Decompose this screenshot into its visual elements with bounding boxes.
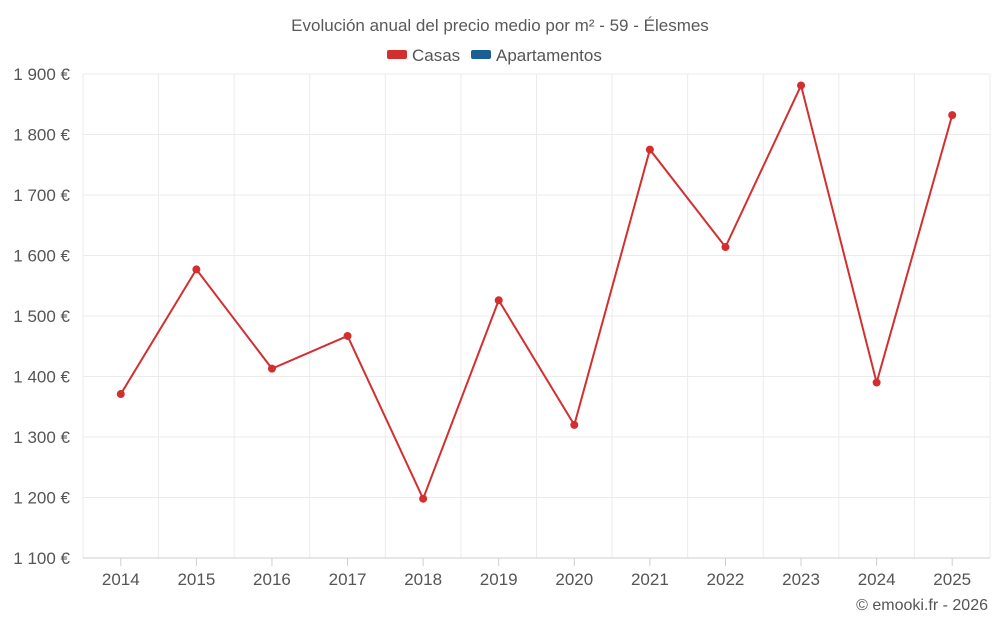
x-tick-label: 2017 [329,570,367,589]
x-tick-label: 2018 [404,570,442,589]
x-tick-label: 2020 [555,570,593,589]
data-point-casas-2020[interactable] [570,420,579,429]
x-tick-label: 2021 [631,570,669,589]
x-tick-label: 2023 [782,570,820,589]
x-tick-label: 2019 [480,570,518,589]
x-tick-label: 2016 [253,570,291,589]
data-point-casas-2015[interactable] [192,265,201,274]
y-tick-label: 1 100 € [13,549,70,568]
y-tick-label: 1 900 € [13,65,70,84]
y-tick-label: 1 300 € [13,428,70,447]
data-point-casas-2018[interactable] [419,494,428,503]
y-tick-label: 1 500 € [13,307,70,326]
vertical-gridlines [82,74,991,558]
data-point-casas-2014[interactable] [116,390,125,399]
y-tick-label: 1 700 € [13,186,70,205]
x-tick-label: 2025 [933,570,971,589]
y-tick-label: 1 400 € [13,368,70,387]
y-tick-label: 1 800 € [13,126,70,145]
x-axis-labels: 2014 2015 2016 2017 2018 2019 2020 2021 2022 2023… [102,558,971,589]
legend: Casas Apartamentos [387,46,602,65]
data-point-casas-2024[interactable] [872,378,881,387]
data-point-casas-2023[interactable] [797,81,806,90]
x-tick-label: 2022 [707,570,745,589]
legend-swatch-casas [387,50,407,59]
data-point-casas-2021[interactable] [645,145,654,154]
data-point-casas-2016[interactable] [267,364,276,373]
x-tick-label: 2014 [102,570,140,589]
legend-item-casas[interactable]: Casas [387,46,460,65]
y-tick-label: 1 600 € [13,247,70,266]
data-point-casas-2019[interactable] [494,296,503,305]
data-point-casas-2025[interactable] [948,111,957,120]
x-tick-label: 2024 [858,570,896,589]
credit-text: © emooki.fr - 2026 [856,597,988,614]
legend-swatch-apartamentos [471,50,491,59]
y-axis-labels: 1 100 € 1 200 € 1 300 € 1 400 € 1 500 € 1 600… [13,65,70,568]
legend-item-apartamentos[interactable]: Apartamentos [471,46,602,65]
chart-title: Evolución anual del precio medio por m² … [291,16,709,35]
data-point-casas-2017[interactable] [343,331,352,340]
series-line-casas [119,82,954,502]
legend-label-apartamentos: Apartamentos [496,46,602,65]
series-group [116,81,957,503]
x-tick-label: 2015 [177,570,215,589]
legend-label-casas: Casas [412,46,460,65]
y-tick-label: 1 200 € [13,489,70,508]
data-point-casas-2022[interactable] [721,243,730,252]
